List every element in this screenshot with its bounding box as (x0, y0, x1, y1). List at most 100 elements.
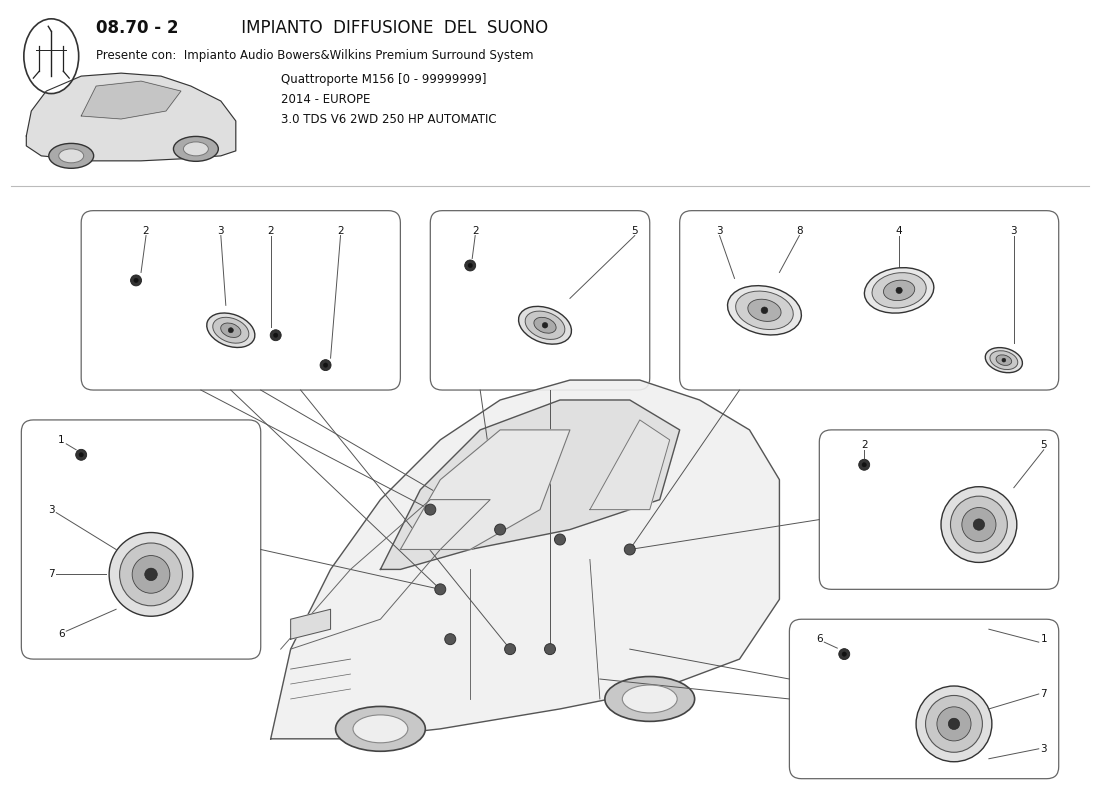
Polygon shape (381, 400, 680, 570)
Text: 3.0 TDS V6 2WD 250 HP AUTOMATIC: 3.0 TDS V6 2WD 250 HP AUTOMATIC (280, 113, 496, 126)
Ellipse shape (883, 280, 915, 301)
Circle shape (937, 707, 971, 741)
Ellipse shape (24, 19, 79, 94)
Circle shape (109, 533, 192, 616)
Ellipse shape (736, 291, 793, 330)
FancyBboxPatch shape (680, 210, 1058, 390)
Polygon shape (290, 610, 331, 639)
Text: 2: 2 (267, 226, 274, 235)
Ellipse shape (986, 347, 1022, 373)
Ellipse shape (212, 318, 249, 343)
Circle shape (896, 287, 902, 294)
Text: 2: 2 (338, 226, 344, 235)
Circle shape (940, 486, 1016, 562)
Ellipse shape (990, 350, 1018, 370)
Text: 6: 6 (58, 629, 65, 639)
Ellipse shape (353, 715, 408, 743)
Text: 4: 4 (895, 226, 902, 235)
Text: Presente con:  Impianto Audio Bowers&Wilkins Premium Surround System: Presente con: Impianto Audio Bowers&Wilk… (96, 49, 534, 62)
Circle shape (444, 634, 455, 645)
Circle shape (862, 462, 867, 467)
Circle shape (505, 644, 516, 654)
Ellipse shape (525, 311, 565, 339)
Polygon shape (81, 81, 180, 119)
Circle shape (950, 496, 1008, 553)
Circle shape (554, 534, 565, 545)
Text: 5: 5 (631, 226, 638, 235)
Circle shape (542, 322, 548, 328)
Circle shape (425, 504, 436, 515)
Circle shape (1002, 358, 1005, 362)
Circle shape (495, 524, 506, 535)
Ellipse shape (872, 273, 926, 308)
Circle shape (79, 453, 84, 457)
Circle shape (320, 360, 331, 370)
Text: 7: 7 (48, 570, 55, 579)
Ellipse shape (518, 306, 572, 344)
FancyBboxPatch shape (81, 210, 400, 390)
Text: IMPIANTO  DIFFUSIONE  DEL  SUONO: IMPIANTO DIFFUSIONE DEL SUONO (235, 19, 548, 38)
Text: 2: 2 (143, 226, 150, 235)
Circle shape (916, 686, 992, 762)
Polygon shape (400, 430, 570, 550)
Circle shape (132, 555, 169, 594)
Circle shape (948, 718, 959, 730)
Ellipse shape (865, 268, 934, 313)
Text: 1: 1 (58, 435, 65, 445)
Text: 3: 3 (48, 505, 55, 514)
Circle shape (323, 363, 328, 367)
Circle shape (839, 649, 849, 659)
Text: 2: 2 (472, 226, 478, 235)
Circle shape (434, 584, 446, 595)
Text: 8: 8 (796, 226, 803, 235)
Circle shape (974, 519, 984, 530)
Circle shape (134, 278, 139, 282)
FancyBboxPatch shape (21, 420, 261, 659)
Text: 6: 6 (816, 634, 823, 644)
Circle shape (468, 263, 472, 268)
Text: 3: 3 (218, 226, 224, 235)
Circle shape (961, 507, 996, 542)
Text: 2014 - EUROPE: 2014 - EUROPE (280, 93, 370, 106)
Ellipse shape (623, 685, 678, 713)
Circle shape (925, 695, 982, 752)
Text: 3: 3 (716, 226, 723, 235)
Circle shape (544, 644, 556, 654)
Circle shape (625, 544, 636, 555)
Text: 2: 2 (861, 440, 868, 450)
Text: 7: 7 (1041, 689, 1047, 699)
Circle shape (859, 459, 870, 470)
Polygon shape (590, 420, 670, 510)
Ellipse shape (58, 149, 84, 163)
Text: 5: 5 (1041, 440, 1047, 450)
Circle shape (131, 275, 142, 286)
Circle shape (120, 543, 183, 606)
Ellipse shape (748, 299, 781, 322)
Ellipse shape (48, 143, 94, 168)
Polygon shape (26, 73, 235, 161)
Circle shape (145, 568, 157, 581)
Ellipse shape (534, 318, 557, 333)
Ellipse shape (727, 286, 802, 335)
Circle shape (274, 333, 278, 338)
Circle shape (843, 652, 846, 656)
Polygon shape (271, 380, 780, 739)
Ellipse shape (207, 313, 255, 347)
Circle shape (229, 328, 233, 333)
FancyBboxPatch shape (430, 210, 650, 390)
Ellipse shape (174, 137, 218, 162)
Ellipse shape (997, 355, 1012, 366)
Text: 08.70 - 2: 08.70 - 2 (96, 19, 178, 38)
Ellipse shape (605, 677, 694, 722)
Text: 3: 3 (1011, 226, 1018, 235)
Text: 1: 1 (1041, 634, 1047, 644)
FancyBboxPatch shape (790, 619, 1058, 778)
Text: Quattroporte M156 [0 - 99999999]: Quattroporte M156 [0 - 99999999] (280, 73, 486, 86)
Text: 3: 3 (1041, 744, 1047, 754)
Circle shape (464, 260, 475, 271)
Ellipse shape (336, 706, 426, 751)
Circle shape (271, 330, 282, 341)
Circle shape (761, 307, 768, 314)
FancyBboxPatch shape (820, 430, 1058, 590)
Circle shape (76, 450, 87, 460)
